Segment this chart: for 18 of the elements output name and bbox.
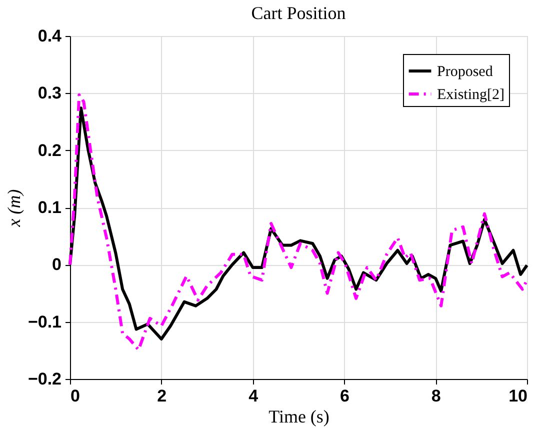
x-tick-label: 0 [70, 386, 80, 406]
legend-label: Proposed [437, 64, 494, 80]
x-tick-label: 10 [508, 386, 528, 406]
x-axis-title: Time (s) [268, 406, 330, 426]
y-tick-label: −0.1 [28, 312, 62, 332]
x-tick-label: 6 [340, 386, 350, 406]
y-tick-label: 0.3 [38, 84, 62, 103]
y-axis-title: x (m) [4, 189, 24, 228]
y-tick-label: 0 [52, 255, 62, 274]
legend-label: Existing[2] [437, 87, 504, 103]
y-tick-label: −0.2 [28, 370, 62, 388]
y-tick-label: 0.2 [38, 140, 62, 160]
chart-title: Cart Position [251, 3, 346, 23]
y-tick-label: 0.4 [38, 26, 62, 46]
x-tick-label: 8 [431, 386, 441, 406]
x-tick-label: 2 [157, 386, 167, 406]
y-tick-label: 0.1 [38, 198, 62, 217]
x-tick-label: 4 [248, 386, 259, 406]
